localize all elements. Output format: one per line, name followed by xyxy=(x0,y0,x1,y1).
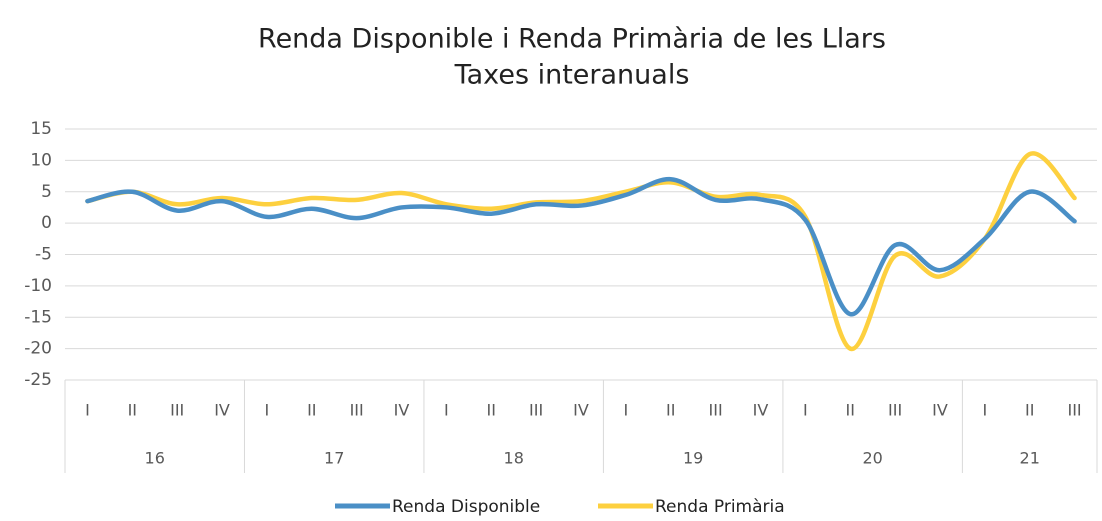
group-label: 21 xyxy=(1020,449,1040,468)
series-line xyxy=(85,176,1077,317)
legend-label: Renda Disponible xyxy=(392,497,540,517)
x-tick-label: I xyxy=(444,401,449,420)
x-tick-label: III xyxy=(170,401,184,420)
x-tick-label: IV xyxy=(753,401,769,420)
group-label: 16 xyxy=(145,449,165,468)
chart-title: Renda Disponible i Renda Primària de les… xyxy=(258,24,886,55)
x-tick-label: I xyxy=(803,401,808,420)
group-label: 19 xyxy=(683,449,703,468)
series-line xyxy=(85,151,1077,351)
y-tick-label: 10 xyxy=(30,150,52,170)
y-tick-label: 5 xyxy=(41,182,52,202)
x-tick-label: I xyxy=(265,401,270,420)
x-tick-label: II xyxy=(1025,401,1034,420)
y-tick-label: -5 xyxy=(35,245,52,265)
x-tick-label: II xyxy=(307,401,316,420)
y-tick-label: 15 xyxy=(30,119,52,139)
y-tick-label: -10 xyxy=(24,276,52,296)
x-tick-label: III xyxy=(1067,401,1081,420)
x-tick-label: I xyxy=(982,401,987,420)
x-tick-label: I xyxy=(624,401,629,420)
chart-subtitle: Taxes interanuals xyxy=(454,60,690,91)
x-tick-label: III xyxy=(709,401,723,420)
x-tick-label: III xyxy=(529,401,543,420)
x-tick-label: IV xyxy=(932,401,948,420)
x-tick-label: II xyxy=(128,401,137,420)
y-tick-label: -20 xyxy=(24,339,52,359)
x-tick-label: III xyxy=(888,401,902,420)
x-tick-label: III xyxy=(350,401,364,420)
y-tick-label: -15 xyxy=(24,307,52,327)
x-tick-label: II xyxy=(666,401,675,420)
x-tick-label: IV xyxy=(573,401,589,420)
y-tick-label: 0 xyxy=(41,213,52,233)
group-label: 20 xyxy=(862,449,882,468)
legend-label: Renda Primària xyxy=(655,497,785,517)
x-tick-label: II xyxy=(487,401,496,420)
x-tick-label: II xyxy=(845,401,854,420)
x-tick-label: I xyxy=(85,401,90,420)
y-tick-label: -25 xyxy=(24,370,52,390)
group-label: 17 xyxy=(324,449,344,468)
x-tick-label: IV xyxy=(394,401,410,420)
group-label: 18 xyxy=(504,449,524,468)
x-tick-label: IV xyxy=(214,401,230,420)
